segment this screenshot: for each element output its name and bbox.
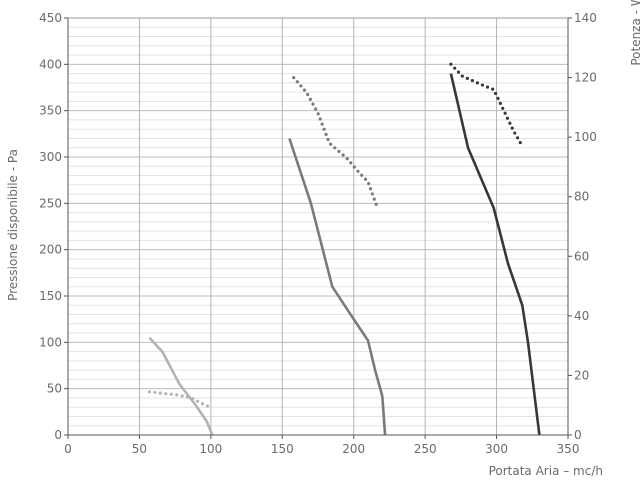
x-tick-label: 150: [271, 442, 294, 456]
y-axis-title: Pressione disponibile - Pa: [6, 149, 20, 301]
y-tick-label: 0: [54, 428, 62, 442]
y-tick-label: 200: [39, 243, 62, 257]
power-curve-2: [292, 75, 379, 208]
pressure-curve-3: [449, 73, 541, 436]
y-tick-label: 450: [39, 11, 62, 25]
y2-tick-label: 20: [574, 368, 589, 382]
y-tick-label: 50: [47, 382, 62, 396]
x-tick-label: 350: [557, 442, 580, 456]
y2-axis-title: Potenza - W: [629, 0, 643, 66]
y-tick-label: 400: [39, 57, 62, 71]
series-layer: [147, 62, 541, 436]
y2-tick-label: 60: [574, 249, 589, 263]
x-tick-label: 250: [414, 442, 437, 456]
ticks-layer: 0 50 100 150 200 250 300 3500501001502002503003…: [39, 11, 597, 456]
y-tick-label: 100: [39, 335, 62, 349]
x-axis-title: Portata Aria – mc/h: [489, 464, 603, 478]
y2-tick-label: 0: [574, 428, 582, 442]
x-tick-label: 100: [199, 442, 222, 456]
y-tick-label: 350: [39, 104, 62, 118]
power-curve-1: [147, 390, 214, 410]
y-tick-label: 150: [39, 289, 62, 303]
grid-major: [68, 18, 568, 435]
y2-tick-label: 120: [574, 71, 597, 85]
y2-tick-label: 40: [574, 309, 589, 323]
pressure-curve-2: [288, 138, 387, 436]
y-tick-label: 300: [39, 150, 62, 164]
y2-tick-label: 100: [574, 130, 597, 144]
y-tick-label: 250: [39, 196, 62, 210]
x-tick-label: 200: [342, 442, 365, 456]
x-tick-label: 0: [64, 442, 72, 456]
axes-layer: [67, 17, 569, 436]
y2-tick-label: 140: [574, 11, 597, 25]
x-tick-label: 300: [485, 442, 508, 456]
pressure-curve-1: [148, 336, 214, 436]
power-curve-3: [449, 62, 524, 148]
x-tick-label: 50: [132, 442, 147, 456]
y2-tick-label: 80: [574, 190, 589, 204]
